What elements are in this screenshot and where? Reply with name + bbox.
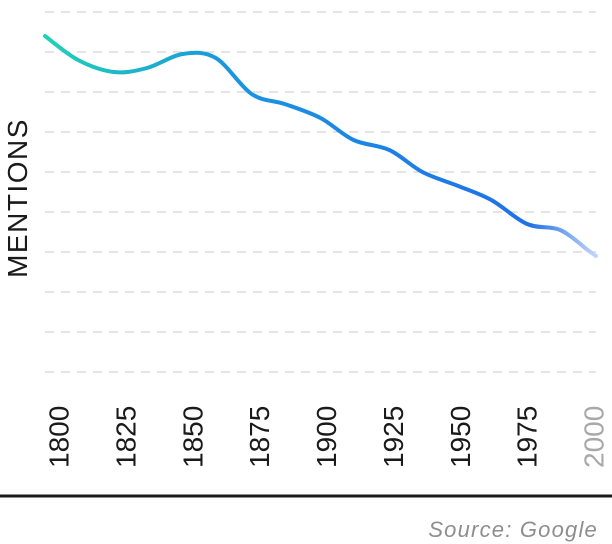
data-point — [43, 34, 47, 38]
data-point — [352, 138, 356, 142]
data-point — [558, 228, 562, 232]
x-tick-label: 1975 — [512, 406, 543, 468]
data-point — [214, 56, 218, 60]
y-axis-label: MENTIONS — [2, 118, 33, 278]
source-note: Source: Google — [428, 517, 598, 542]
mentions-series-line — [43, 34, 598, 258]
data-point — [594, 254, 598, 258]
x-tick-label: 1825 — [110, 406, 141, 468]
data-point — [250, 92, 254, 96]
x-tick-label: 1925 — [378, 406, 409, 468]
data-point — [420, 170, 424, 174]
x-tick-label: 1875 — [244, 406, 275, 468]
x-tick-label: 1800 — [44, 406, 75, 468]
x-tick-label: 1950 — [445, 406, 476, 468]
data-point — [387, 148, 391, 152]
gridlines — [45, 11, 596, 373]
data-point — [319, 116, 323, 120]
data-point — [586, 248, 590, 252]
data-point — [76, 58, 80, 62]
x-tick-label: 2000 — [579, 406, 610, 468]
data-point — [283, 102, 287, 106]
x-axis-tick-labels: 1800 1825 1850 1875 1900 1925 1950 1975 2000 — [44, 406, 610, 468]
data-point — [489, 198, 493, 202]
series-points — [43, 34, 598, 258]
data-point — [112, 70, 116, 74]
x-tick-label: 1850 — [177, 406, 208, 468]
data-point — [525, 222, 529, 226]
data-point — [456, 184, 460, 188]
x-tick-label: 1900 — [311, 406, 342, 468]
data-point — [181, 52, 185, 56]
data-point — [145, 66, 149, 70]
